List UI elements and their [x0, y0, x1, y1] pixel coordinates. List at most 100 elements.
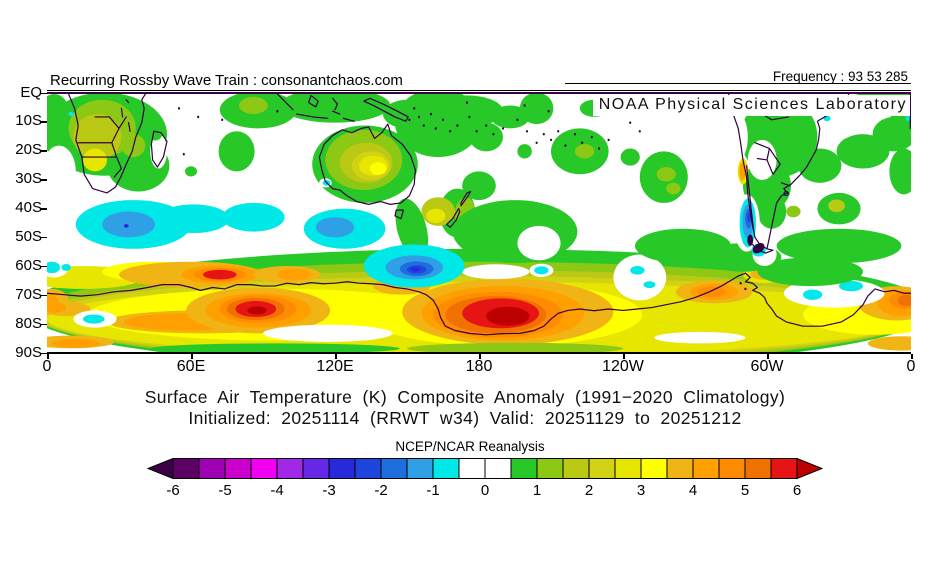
colorbar-tick-label--2: -2	[374, 482, 387, 499]
anomaly-blob	[630, 266, 645, 275]
anomaly-blob	[263, 324, 393, 342]
x-axis-tick	[191, 354, 193, 359]
anomaly-blob	[47, 94, 69, 129]
anomaly-blob	[517, 225, 561, 261]
y-axis-label-10S: 10S	[15, 112, 42, 130]
x-axis-label-120E-2: 120E	[316, 358, 354, 375]
island-dot	[501, 127, 505, 130]
coast-africa	[69, 94, 146, 193]
frequency-underline	[565, 83, 911, 84]
colorbar-arrow	[796, 458, 823, 480]
colorbar-segment	[172, 458, 200, 479]
anomaly-blob	[867, 336, 911, 351]
colorbar-segment	[250, 458, 278, 479]
anomaly-blob	[73, 114, 122, 160]
colorbar-segment	[458, 458, 486, 479]
island-dot	[475, 129, 478, 133]
colorbar-segment	[198, 458, 226, 479]
colorbar-segment	[484, 458, 512, 479]
anomaly-blob	[369, 162, 387, 175]
top-rule	[47, 90, 911, 91]
anomaly-blob	[421, 159, 446, 183]
anomaly-blob	[315, 217, 355, 238]
anomaly-blob	[757, 194, 787, 229]
x-axis-label-0-6: 0	[906, 358, 916, 375]
colorbar-tick-label-3: 3	[637, 482, 645, 499]
anomaly-blob	[776, 228, 902, 264]
anomaly-blob	[150, 343, 400, 352]
x-axis-tick	[335, 354, 337, 359]
colorbar-tick-label-6: 6	[793, 482, 801, 499]
anomaly-blob	[68, 112, 74, 117]
colorbar-tick-label--3: -3	[322, 482, 335, 499]
island-dot	[607, 138, 610, 142]
coast-new-zealand	[447, 191, 471, 227]
anomaly-blob	[150, 134, 167, 169]
anomaly-blob	[897, 294, 911, 307]
colorbar-segment	[744, 458, 772, 479]
y-axis-label-90S: 90S	[15, 343, 42, 361]
y-axis-tick	[41, 208, 47, 210]
colorbar-tick-label--5: -5	[218, 482, 231, 499]
island-dot	[197, 115, 200, 119]
anomaly-blob	[277, 268, 311, 281]
anomaly-blob	[452, 200, 578, 264]
y-axis-label-EQ: EQ	[20, 83, 42, 101]
colorbar-segment	[224, 458, 252, 479]
y-axis-tick	[41, 92, 47, 94]
island-dot	[449, 129, 452, 133]
coast-australia	[319, 124, 415, 204]
island-dot	[276, 109, 279, 113]
equator-frame-line	[47, 92, 911, 95]
anomaly-blob	[83, 148, 107, 172]
x-axis-tick	[479, 354, 481, 359]
anomaly-blob	[469, 122, 503, 152]
anomaly-blob	[654, 331, 746, 344]
colorbar-arrow	[147, 458, 174, 480]
island-dot	[221, 118, 224, 122]
anomaly-blob	[803, 289, 823, 300]
anomaly-blob	[222, 202, 285, 232]
y-axis-tick	[41, 150, 47, 152]
island-dot	[177, 107, 181, 110]
island-dot	[542, 132, 545, 136]
colorbar-segment	[770, 458, 798, 479]
anomaly-blob	[486, 306, 530, 326]
anomaly-blob	[889, 148, 911, 195]
island-dot	[638, 129, 641, 133]
island-dot	[441, 118, 445, 122]
island-dots	[177, 101, 747, 291]
tierra-del-fuego	[747, 234, 765, 254]
y-axis-tick	[41, 323, 47, 326]
anomaly-blob	[47, 261, 61, 274]
island-dot	[581, 141, 584, 145]
anomaly-blob	[431, 95, 503, 127]
anomaly-blob	[666, 182, 681, 195]
colorbar-segment	[354, 458, 382, 479]
island-dot	[408, 118, 411, 122]
y-axis-label-70S: 70S	[15, 285, 42, 303]
island-dot	[422, 124, 425, 127]
x-axis-label-60W-5: 60W	[750, 358, 784, 375]
anomaly-blob	[147, 127, 163, 141]
colorbar-segment	[614, 458, 642, 479]
island-dot	[516, 118, 519, 122]
colorbar-tick-label--1: -1	[426, 482, 439, 499]
island-dot	[465, 101, 469, 104]
island-dot	[413, 107, 416, 110]
colorbar-segment	[406, 458, 434, 479]
x-axis-label-120W-4: 120W	[602, 358, 644, 375]
island-dot	[523, 104, 526, 107]
island-dot	[557, 129, 560, 133]
y-axis-label-30S: 30S	[15, 170, 42, 188]
y-axis-tick	[41, 352, 47, 354]
x-axis-line	[47, 352, 911, 354]
anomaly-blob	[410, 267, 421, 272]
noaa-psl-label: NOAA Physical Sciences Laboratory	[592, 95, 911, 116]
anomaly-blob	[395, 198, 429, 259]
colorbar-tick-label-4: 4	[689, 482, 697, 499]
x-axis-tick	[47, 354, 49, 359]
anomaly-blob	[620, 148, 640, 166]
x-axis-tick	[767, 354, 769, 359]
